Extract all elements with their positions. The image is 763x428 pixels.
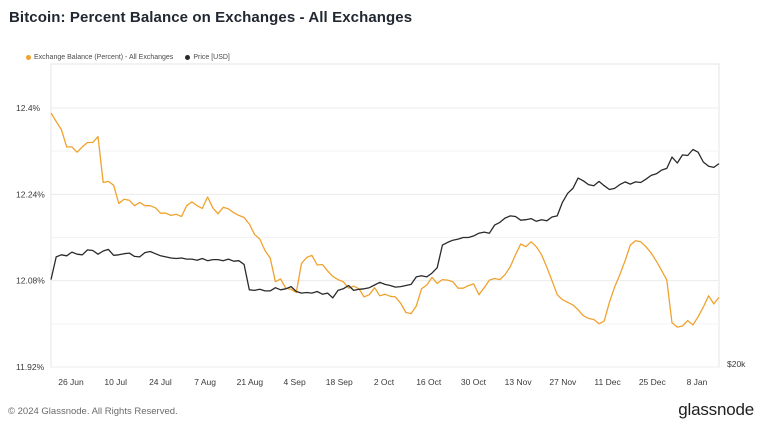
legend-label-price: Price [USD] (193, 54, 230, 61)
x-tick-label: 21 Aug (237, 377, 264, 387)
x-tick-label: 11 Dec (594, 377, 621, 387)
x-tick-label: 8 Jan (687, 377, 708, 387)
x-tick-label: 13 Nov (505, 377, 533, 387)
legend-swatch-balance (26, 55, 31, 60)
x-tick-label: 25 Dec (639, 377, 667, 387)
plot-frame (50, 63, 720, 368)
chart-plot[interactable]: 12.4% 12.24% 12.08% 11.92% 26 Jun 10 Jul 24 J… (0, 0, 763, 395)
chart-title: Bitcoin: Percent Balance on Exchanges - … (9, 9, 413, 26)
x-tick-label: 7 Aug (194, 377, 216, 387)
glassnode-logo: glassnode (678, 400, 754, 419)
series-line-price (50, 148, 720, 299)
x-tick-label: 16 Oct (416, 377, 442, 387)
x-tick-label: 26 Jun (58, 377, 84, 387)
copyright: © 2024 Glassnode. All Rights Reserved. (8, 406, 178, 417)
y-tick-label: 11.92% (16, 362, 45, 372)
x-tick-label: 18 Sep (326, 377, 353, 387)
grid (50, 63, 720, 368)
y-axis-left: 12.4% 12.24% 12.08% 11.92% (16, 103, 45, 372)
series-lines (50, 112, 720, 328)
x-tick-label: 2 Oct (374, 377, 395, 387)
y-tick-label: 12.4% (16, 103, 41, 113)
legend-item-balance[interactable]: Exchange Balance (Percent) - All Exchang… (26, 54, 173, 61)
y-tick-label: 12.08% (16, 276, 45, 286)
legend: Exchange Balance (Percent) - All Exchang… (26, 54, 230, 61)
x-axis: 26 Jun 10 Jul 24 Jul 7 Aug 21 Aug 4 Sep 18 Sep… (58, 377, 707, 387)
x-tick-label: 27 Nov (549, 377, 577, 387)
x-tick-label: 10 Jul (104, 377, 127, 387)
legend-swatch-price (185, 55, 191, 60)
x-tick-label: 30 Oct (461, 377, 487, 387)
x-tick-label: 24 Jul (149, 377, 172, 387)
series-line-exchange-balance (50, 112, 720, 328)
y-right-tick-label: $20k (727, 359, 746, 369)
legend-label-balance: Exchange Balance (Percent) - All Exchang… (34, 54, 174, 61)
legend-item-price[interactable]: Price [USD] (185, 54, 230, 61)
x-tick-label: 4 Sep (283, 377, 305, 387)
y-tick-label: 12.24% (16, 189, 45, 199)
